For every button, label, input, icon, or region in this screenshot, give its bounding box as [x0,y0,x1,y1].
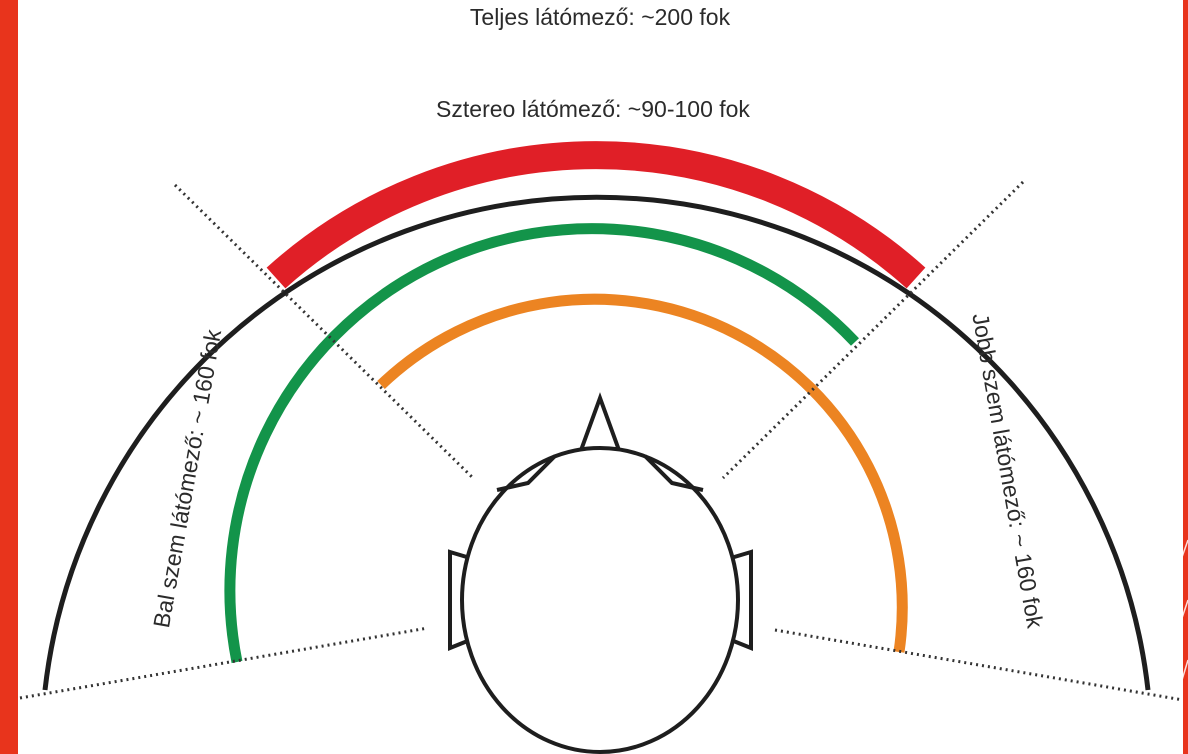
head-outline [460,446,740,754]
left-eye-icon [496,454,557,492]
stereo-field-arc [266,141,926,289]
total-field-label: Teljes látómező: ~200 fok [470,4,731,30]
left-stereo-boundary [173,183,475,480]
right-stereo-boundary [721,180,1025,480]
stereo-field-label: Sztereo látómező: ~90-100 fok [436,96,750,122]
left-eye-field-arc [224,223,859,664]
right-eye-field-arc [377,293,908,653]
head-top-view [448,392,753,754]
field-boundary-lines [19,180,1184,702]
total-field-arc [42,194,1151,691]
right-eye-icon [643,454,704,492]
slide-decoration [1159,539,1188,701]
